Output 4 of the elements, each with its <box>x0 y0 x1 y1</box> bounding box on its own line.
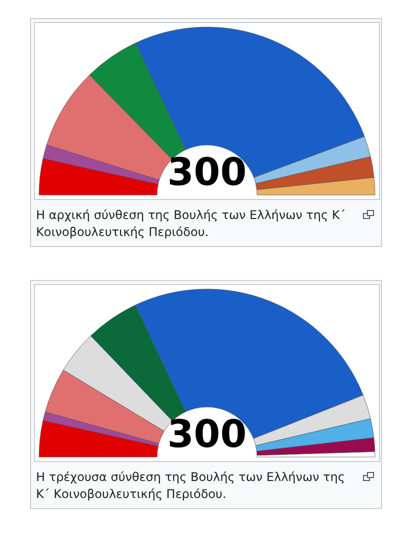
text: Η αρχική σύνθεση της Βουλής των Ελλήνων της Κ΄ Κοινοβουλευτικής Περιόδου. <box>36 207 347 241</box>
text: 300 <box>167 150 247 194</box>
text: Η τρέχουσα σύνθεση της Βουλής των Ελλήνων της Κ΄ Κοινοβουλευτικής Περιόδου. <box>36 469 346 503</box>
text: 300 <box>167 412 247 456</box>
